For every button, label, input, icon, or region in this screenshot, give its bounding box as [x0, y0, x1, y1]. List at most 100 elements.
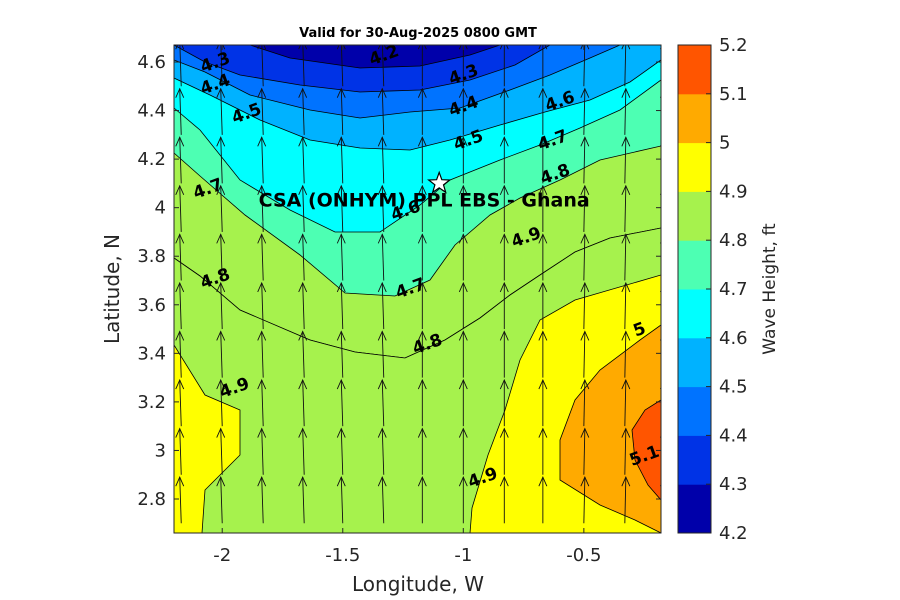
wind-vector-head [216, 281, 226, 293]
wind-vector-head [580, 427, 590, 438]
wind-vector-head [298, 476, 308, 487]
wind-vector [179, 477, 182, 524]
wind-vector-head [499, 281, 509, 293]
wind-vector [340, 477, 344, 524]
colorbar-swatch [678, 484, 711, 534]
wind-vector-head [175, 330, 185, 341]
wind-vector [663, 186, 664, 232]
y-tick-label: 4 [155, 198, 166, 219]
wind-vector-head [257, 427, 267, 438]
wind-vector-head [659, 483, 661, 487]
wind-vector-head [377, 281, 387, 293]
wind-vector [624, 477, 627, 524]
wind-vector-head [175, 87, 185, 98]
wind-vector [302, 477, 305, 524]
wind-vector-head [621, 45, 631, 50]
wind-vector-head [417, 281, 427, 293]
wind-vector [663, 283, 664, 329]
wind-vector-head [659, 143, 661, 147]
wind-vector [302, 380, 305, 427]
wind-vector-head [499, 378, 509, 390]
wind-vector [179, 137, 182, 184]
wind-vector [381, 45, 385, 87]
wind-vector-head [580, 87, 590, 98]
wind-vector [340, 380, 344, 427]
y-tick-label: 3.6 [137, 295, 166, 316]
wind-vector-head [621, 476, 631, 487]
wind-vector-head [621, 281, 631, 293]
wind-vector-head [298, 184, 308, 195]
wind-vector [179, 428, 182, 475]
colorbar-tick-label: 5.1 [719, 84, 748, 105]
wind-vector-head [417, 476, 427, 487]
wind-vector-head [659, 46, 661, 50]
wind-vector [302, 282, 305, 330]
wind-vector [261, 428, 264, 475]
wind-vector-head [298, 45, 308, 50]
wind-vector [261, 88, 264, 135]
wind-vector [624, 88, 627, 135]
chart-title: Valid for 30-Aug-2025 0800 GMT [299, 26, 537, 41]
wind-vector [340, 45, 344, 87]
wind-vector [302, 428, 305, 475]
wind-vector [302, 88, 305, 135]
wind-vector-head [216, 330, 226, 341]
wind-vector-head [621, 184, 631, 195]
colorbar-swatch [678, 93, 711, 144]
y-tick-label: 3.8 [137, 246, 166, 267]
wind-vector [381, 477, 385, 524]
wind-vector-head [580, 330, 590, 341]
wind-vector-head [538, 330, 548, 341]
plot-area: 4.24.3 4.34.44.44.54.54.64.64.74.74.74.84… [173, 41, 664, 534]
wind-vector-head [298, 87, 308, 98]
band-4.8-4.9-south [174, 227, 661, 533]
wind-vector-head [417, 184, 427, 195]
wind-vector-head [621, 136, 631, 147]
wind-vector [261, 137, 264, 184]
wind-vector-head [336, 233, 346, 244]
wind-vector-head [175, 476, 185, 487]
wind-vector [340, 88, 344, 135]
wind-vector-head [580, 476, 590, 487]
wind-vector-head [417, 330, 427, 341]
wind-vector-head [499, 476, 509, 487]
wind-vector-head [216, 378, 226, 390]
wind-vector-head [417, 87, 427, 98]
colorbar-swatch [678, 337, 711, 388]
wind-vector-head [621, 427, 631, 438]
wind-vector [340, 137, 344, 184]
wind-vector [624, 137, 627, 184]
colorbar-tick-label: 4.8 [719, 230, 748, 251]
wind-vector-head [216, 136, 226, 147]
wind-vector [261, 45, 264, 87]
colorbar-tick-label: 4.6 [719, 328, 748, 349]
colorbar-tick-label: 4.4 [719, 425, 748, 446]
wind-vector-head [175, 281, 185, 293]
wind-vector-head [417, 45, 427, 50]
wind-vector-head [499, 136, 509, 147]
wind-vector [663, 89, 664, 135]
x-tick-label: -1 [454, 545, 472, 566]
wind-vector-head [175, 45, 185, 50]
wind-vector-head [257, 330, 267, 341]
wind-vector [302, 137, 305, 184]
wind-vector [179, 380, 182, 427]
wind-vector [624, 331, 627, 378]
wind-vector [261, 282, 264, 330]
wind-vector-head [257, 281, 267, 293]
wind-vector-head [580, 281, 590, 293]
wind-vector-head [336, 45, 346, 50]
wind-vector-head [458, 136, 468, 147]
wind-vector [220, 185, 223, 232]
wind-vector [663, 477, 664, 523]
wind-vector [302, 185, 305, 232]
x-axis-label: Longitude, W [352, 572, 484, 596]
wind-vector [583, 45, 586, 87]
wind-vector-head [298, 378, 308, 390]
wind-vector-head [175, 233, 185, 244]
band-5.1-5.2 [631, 399, 661, 501]
wind-vector [220, 234, 223, 281]
wind-vector [179, 331, 182, 378]
wind-vector [624, 428, 627, 475]
site-star-icon [427, 170, 452, 194]
